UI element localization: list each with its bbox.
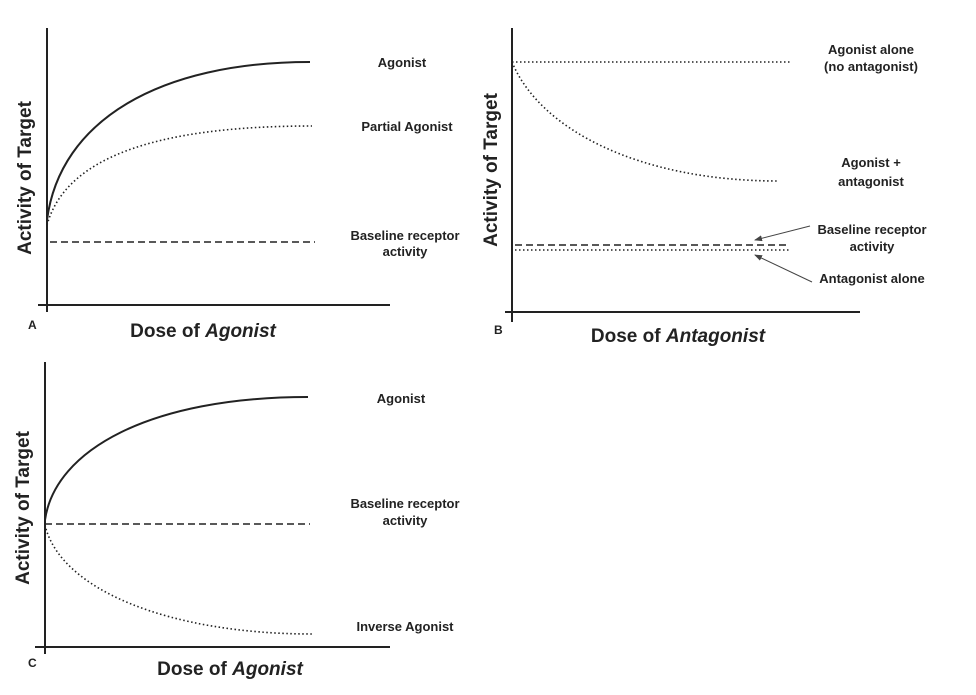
x-axis-title: Dose of Agonist — [157, 659, 303, 680]
y-axis-title: Activity of Target — [481, 92, 502, 246]
agonist-curve — [44, 396, 309, 521]
curve-label: activity — [383, 244, 429, 259]
y-axis-title: Activity of Target — [15, 100, 36, 254]
panel-b: B Activity of Target Dose of Antagonist … — [481, 28, 927, 347]
curve-label: activity — [383, 513, 429, 528]
panel-a: A Activity of Target Dose of Agonist Ago… — [15, 28, 460, 342]
curve-label: (no antagonist) — [824, 59, 918, 74]
x-axis-title: Dose of Agonist — [130, 321, 276, 342]
x-axis-title: Dose of Antagonist — [591, 326, 766, 347]
curve-label: antagonist — [838, 174, 904, 189]
partial-agonist-curve — [46, 125, 313, 226]
curve-label: Baseline receptor — [350, 496, 459, 511]
curve-label: Agonist — [377, 391, 426, 406]
panel-c: C Activity of Target Dose of Agonist Ago… — [13, 362, 460, 680]
x-title-emphasis: Agonist — [231, 659, 303, 680]
curve-label: activity — [850, 239, 896, 254]
agonist-curve — [46, 61, 311, 221]
arrow — [754, 225, 811, 242]
curve-label: Inverse Agonist — [356, 619, 454, 634]
curve-label: Antagonist alone — [819, 271, 924, 286]
inverse-agonist-curve — [44, 524, 313, 635]
curve-label: Baseline receptor — [817, 222, 926, 237]
curve-label: Agonist + — [841, 155, 901, 170]
x-title-emphasis: Antagonist — [665, 326, 766, 347]
x-title-text: Dose of — [130, 321, 200, 342]
panel-letter: B — [494, 323, 503, 337]
curve-label: Baseline receptor — [350, 228, 459, 243]
curve-label: Agonist — [378, 55, 427, 70]
panel-letter: C — [28, 656, 37, 670]
panel-letter: A — [28, 318, 37, 332]
agonist-antagonist-curve — [511, 61, 779, 182]
y-axis-title: Activity of Target — [13, 430, 34, 584]
x-title-emphasis: Agonist — [204, 321, 276, 342]
x-title-text: Dose of — [591, 326, 661, 347]
x-title-text: Dose of — [157, 659, 227, 680]
arrow — [754, 254, 813, 283]
curve-label: Agonist alone — [828, 42, 914, 57]
curve-label: Partial Agonist — [361, 119, 453, 134]
